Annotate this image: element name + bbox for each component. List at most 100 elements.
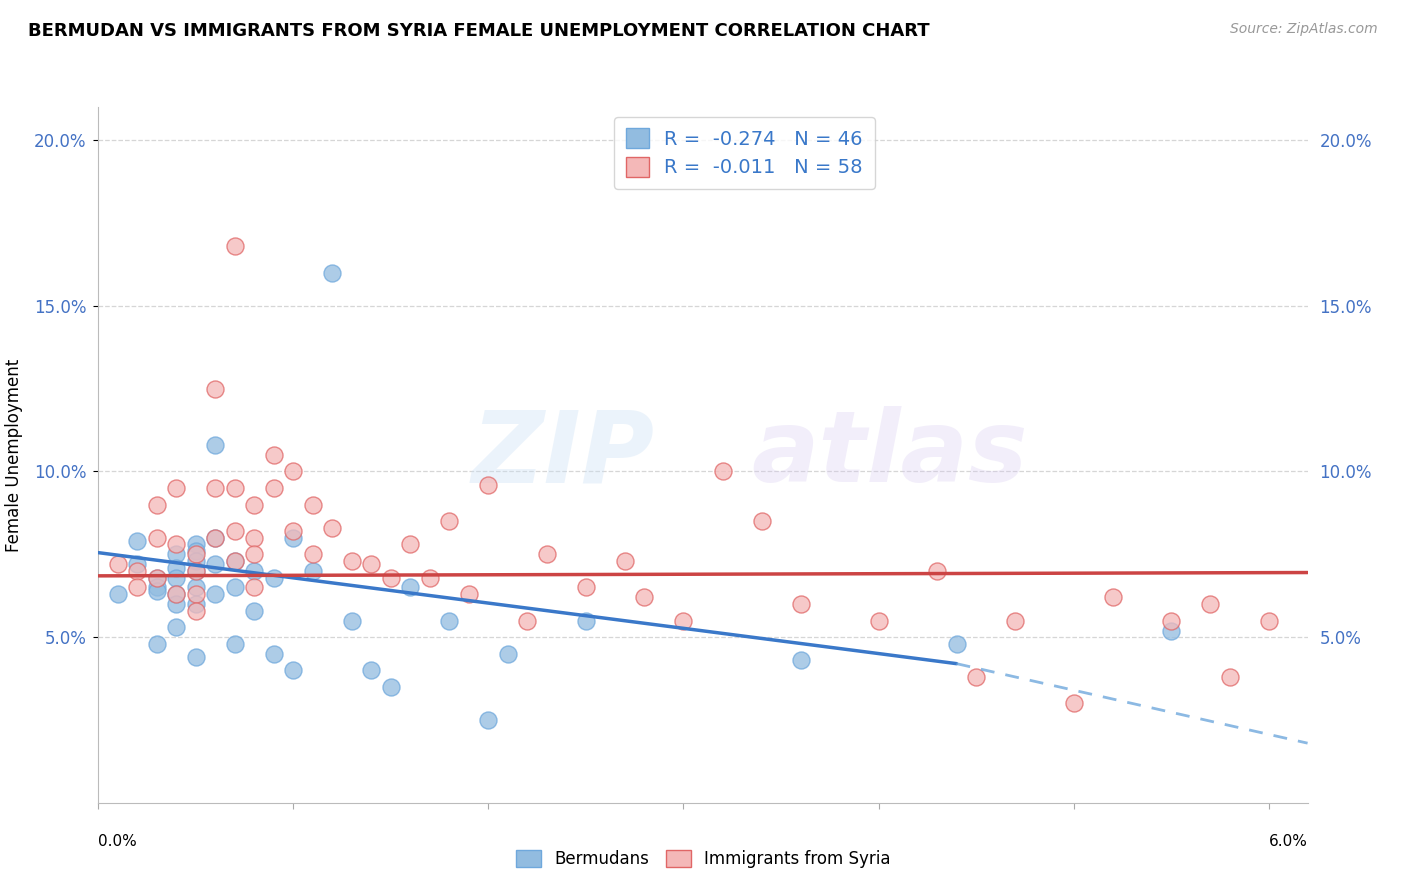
Point	[283, 531, 305, 545]
Point	[184, 537, 207, 551]
Point	[224, 581, 246, 595]
Point	[127, 534, 149, 549]
Point	[340, 554, 363, 568]
Point	[204, 531, 226, 545]
Point	[146, 583, 169, 598]
Point	[302, 564, 325, 578]
Text: 6.0%: 6.0%	[1268, 834, 1308, 849]
Point	[184, 597, 207, 611]
Point	[107, 587, 129, 601]
Point	[283, 663, 305, 677]
Point	[165, 620, 187, 634]
Text: ZIP: ZIP	[471, 407, 655, 503]
Point	[146, 570, 169, 584]
Point	[146, 570, 169, 584]
Point	[496, 647, 519, 661]
Point	[184, 564, 207, 578]
Point	[283, 465, 305, 479]
Point	[321, 521, 343, 535]
Y-axis label: Female Unemployment: Female Unemployment	[6, 359, 22, 551]
Legend: R =  -0.274   N = 46, R =  -0.011   N = 58: R = -0.274 N = 46, R = -0.011 N = 58	[614, 117, 875, 189]
Point	[204, 531, 226, 545]
Point	[1101, 591, 1123, 605]
Point	[263, 570, 285, 584]
Point	[1199, 597, 1222, 611]
Point	[243, 498, 266, 512]
Point	[614, 554, 637, 568]
Point	[204, 438, 226, 452]
Point	[263, 481, 285, 495]
Point	[165, 537, 187, 551]
Point	[399, 537, 422, 551]
Point	[224, 554, 246, 568]
Point	[243, 581, 266, 595]
Point	[184, 547, 207, 561]
Point	[224, 637, 246, 651]
Point	[477, 713, 499, 727]
Point	[516, 614, 538, 628]
Point	[184, 581, 207, 595]
Point	[243, 547, 266, 561]
Text: atlas: atlas	[751, 407, 1028, 503]
Point	[204, 481, 226, 495]
Point	[146, 637, 169, 651]
Point	[868, 614, 890, 628]
Point	[204, 382, 226, 396]
Point	[672, 614, 695, 628]
Point	[263, 647, 285, 661]
Point	[302, 547, 325, 561]
Point	[165, 570, 187, 584]
Point	[536, 547, 558, 561]
Point	[965, 670, 987, 684]
Point	[458, 587, 481, 601]
Point	[1160, 614, 1182, 628]
Point	[165, 547, 187, 561]
Point	[439, 614, 461, 628]
Point	[184, 587, 207, 601]
Point	[399, 581, 422, 595]
Point	[146, 531, 169, 545]
Point	[224, 524, 246, 538]
Point	[243, 564, 266, 578]
Point	[945, 637, 967, 651]
Point	[184, 544, 207, 558]
Point	[321, 266, 343, 280]
Point	[575, 581, 598, 595]
Point	[107, 558, 129, 572]
Point	[380, 570, 402, 584]
Point	[380, 680, 402, 694]
Point	[302, 498, 325, 512]
Text: 0.0%: 0.0%	[98, 834, 138, 849]
Point	[127, 581, 149, 595]
Point	[165, 587, 187, 601]
Point	[165, 587, 187, 601]
Point	[283, 524, 305, 538]
Point	[575, 614, 598, 628]
Point	[789, 597, 811, 611]
Point	[165, 481, 187, 495]
Point	[1004, 614, 1026, 628]
Point	[340, 614, 363, 628]
Point	[1219, 670, 1241, 684]
Point	[1063, 697, 1085, 711]
Point	[243, 604, 266, 618]
Point	[1257, 614, 1279, 628]
Point	[146, 581, 169, 595]
Point	[633, 591, 655, 605]
Point	[419, 570, 441, 584]
Point	[165, 560, 187, 574]
Point	[184, 604, 207, 618]
Point	[204, 587, 226, 601]
Point	[184, 564, 207, 578]
Point	[204, 558, 226, 572]
Legend: Bermudans, Immigrants from Syria: Bermudans, Immigrants from Syria	[509, 843, 897, 875]
Point	[439, 514, 461, 528]
Point	[243, 531, 266, 545]
Point	[789, 653, 811, 667]
Point	[224, 239, 246, 253]
Point	[360, 663, 382, 677]
Point	[751, 514, 773, 528]
Text: Source: ZipAtlas.com: Source: ZipAtlas.com	[1230, 22, 1378, 37]
Point	[184, 554, 207, 568]
Point	[224, 481, 246, 495]
